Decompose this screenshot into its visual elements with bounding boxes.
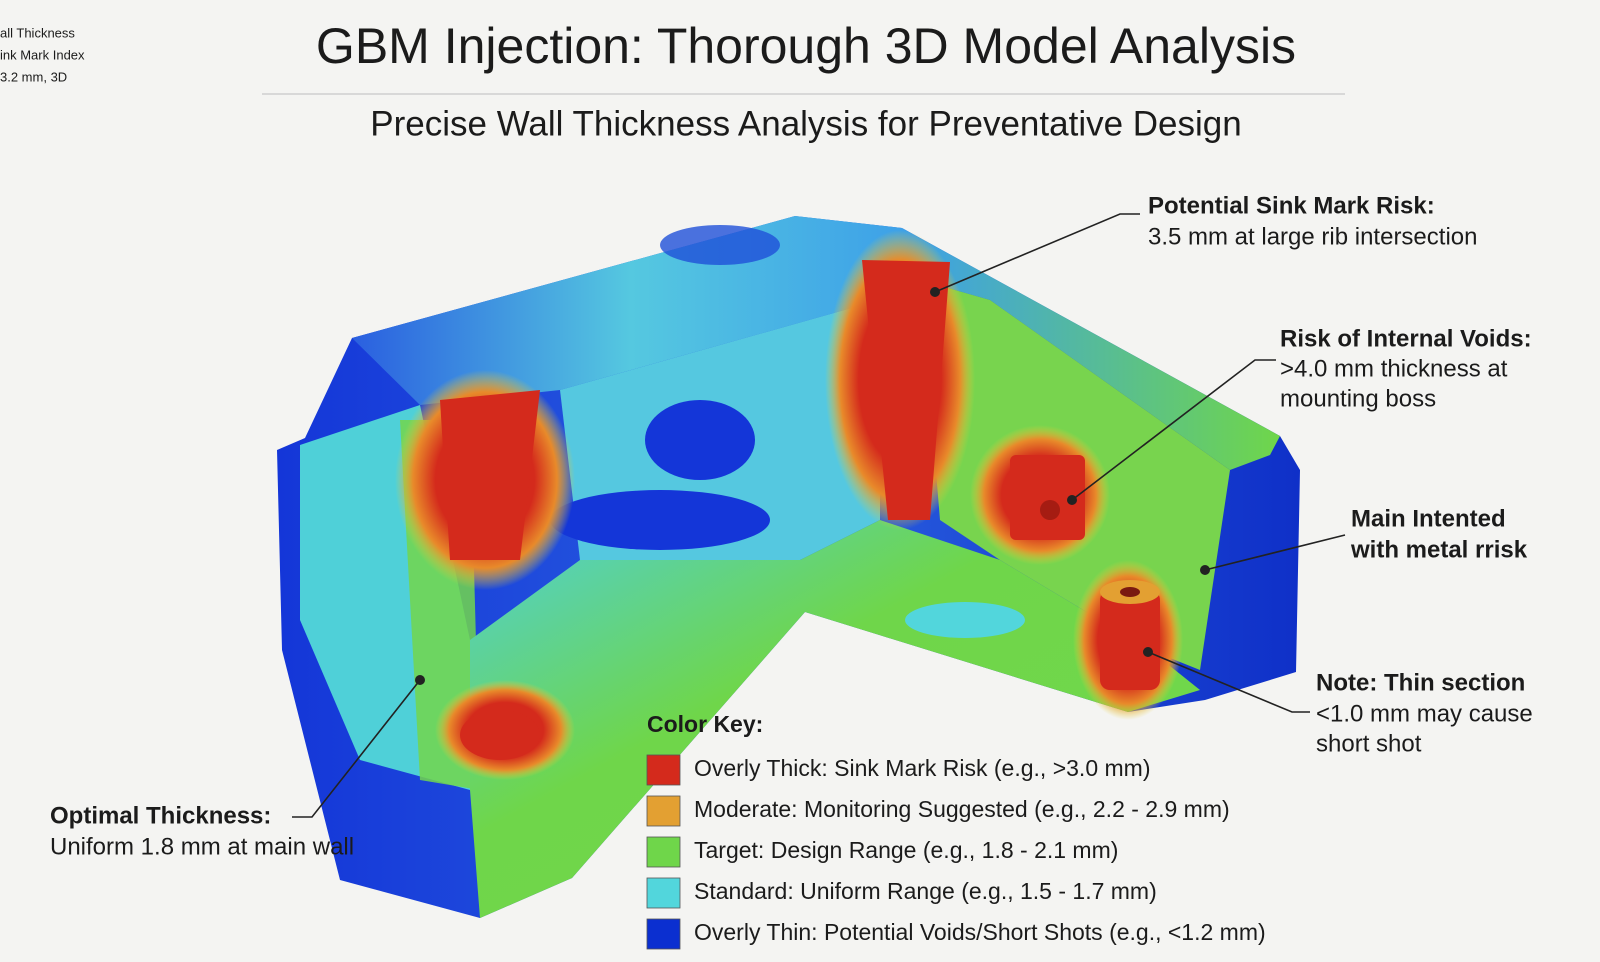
model <box>277 216 1300 918</box>
color-swatch <box>646 877 681 909</box>
leader-dot <box>930 287 940 297</box>
callout-title: Potential Sink Mark Risk: <box>1148 192 1435 219</box>
color-key-label: Target: Design Range (e.g., 1.8 - 2.1 mm… <box>694 837 1118 863</box>
corner-note-line: all Thickness <box>0 25 75 40</box>
callout-line: mounting boss <box>1280 385 1436 412</box>
leader-line <box>1147 651 1310 713</box>
color-key-label: Overly Thin: Potential Voids/Short Shots… <box>694 919 1266 945</box>
callout-line: 3.5 mm at large rib intersection <box>1148 223 1477 250</box>
callout: Potential Sink Mark Risk: 3.5 mm at larg… <box>1148 192 1477 250</box>
thick-rib <box>862 260 950 520</box>
callout: Note: Thin section <1.0 mm may cause sho… <box>1316 669 1533 757</box>
corner-note-line: 3.2 mm, 3D <box>0 69 67 84</box>
boss-hole <box>1040 500 1060 520</box>
subtitle: Precise Wall Thickness Analysis for Prev… <box>370 104 1241 143</box>
color-swatch <box>646 836 681 868</box>
title: GBM Injection: Thorough 3D Model Analysi… <box>316 18 1296 74</box>
leader-dot <box>1200 565 1210 575</box>
leader-dot <box>415 675 425 685</box>
boss-cylinder <box>1100 590 1160 690</box>
callout-line: <1.0 mm may cause <box>1316 700 1533 727</box>
color-swatch <box>646 795 681 827</box>
mounting-boss <box>1010 455 1085 540</box>
leader-line <box>934 213 1140 293</box>
corner-note: all Thickness ink Mark Index 3.2 mm, 3D <box>0 25 85 84</box>
corner-note-line: ink Mark Index <box>0 47 85 62</box>
callout-line: Uniform 1.8 mm at main wall <box>50 833 354 860</box>
callout: Optimal Thickness: Uniform 1.8 mm at mai… <box>50 802 354 860</box>
leaders <box>292 213 1346 818</box>
callout-title: Note: Thin section <box>1316 669 1525 696</box>
callout-line: >4.0 mm thickness at <box>1280 355 1508 382</box>
color-key-item: Target: Design Range (e.g., 1.8 - 2.1 mm… <box>646 836 1118 868</box>
standard-zone <box>905 602 1025 638</box>
color-key: Color Key: Overly Thick: Sink Mark Risk … <box>646 711 1266 950</box>
thin-zone <box>645 400 755 480</box>
callout-title: Risk of Internal Voids: <box>1280 325 1532 352</box>
leader-line <box>1204 534 1346 571</box>
color-key-item: Overly Thick: Sink Mark Risk (e.g., >3.0… <box>646 754 1150 786</box>
thick-corner <box>460 710 540 760</box>
callout-line: short shot <box>1316 730 1422 757</box>
callout: Risk of Internal Voids: >4.0 mm thicknes… <box>1280 325 1532 412</box>
color-key-item: Overly Thin: Potential Voids/Short Shots… <box>646 918 1266 950</box>
leader-line <box>1071 359 1276 501</box>
color-key-label: Overly Thick: Sink Mark Risk (e.g., >3.0… <box>694 755 1150 781</box>
color-key-label: Standard: Uniform Range (e.g., 1.5 - 1.7… <box>694 878 1157 904</box>
callout: Main Intented with metal rrisk <box>1350 505 1528 563</box>
model-lid <box>352 216 1280 470</box>
thick-pillar <box>440 390 540 560</box>
leader-line <box>292 679 421 818</box>
leader-dot <box>1067 495 1077 505</box>
callout-line: with metal rrisk <box>1350 536 1528 563</box>
color-key-item: Standard: Uniform Range (e.g., 1.5 - 1.7… <box>646 877 1157 909</box>
callout-title: Main Intented <box>1351 505 1506 532</box>
thin-zone <box>660 225 780 265</box>
thin-zone <box>550 490 770 550</box>
color-key-item: Moderate: Monitoring Suggested (e.g., 2.… <box>646 795 1230 827</box>
leader-dot <box>1143 647 1153 657</box>
boss-hole <box>1120 587 1140 597</box>
color-swatch <box>646 754 681 786</box>
callout-title: Optimal Thickness: <box>50 802 271 829</box>
color-key-title: Color Key: <box>647 711 763 737</box>
color-swatch <box>646 918 681 950</box>
color-key-label: Moderate: Monitoring Suggested (e.g., 2.… <box>694 796 1230 822</box>
